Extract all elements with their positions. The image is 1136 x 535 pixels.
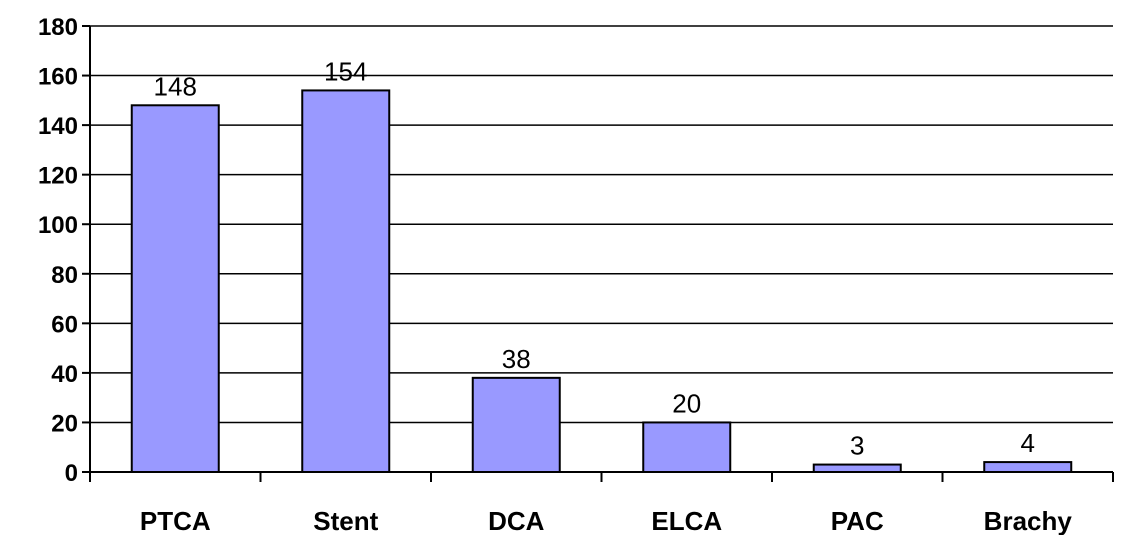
y-tick-label: 40 — [51, 361, 78, 388]
bar-elca — [642, 421, 732, 474]
y-tick-label: 80 — [51, 262, 78, 289]
bars — [130, 89, 1073, 474]
y-tick-label: 120 — [38, 163, 78, 190]
y-tick-label: 140 — [38, 113, 78, 140]
data-label: 20 — [672, 388, 701, 418]
x-tick-label: Stent — [313, 506, 378, 535]
bar-dca — [471, 376, 561, 474]
bar-stent — [301, 89, 391, 474]
y-tick-label: 180 — [38, 14, 78, 41]
x-tick-label: Brachy — [984, 506, 1073, 535]
labels: 0 20 40 60 80 100 120 140 160 180 148 PTCA 154 Stent 3… — [38, 14, 1072, 535]
y-tick-label: 60 — [51, 311, 78, 338]
data-label: 3 — [850, 431, 864, 461]
y-tick-label: 20 — [51, 410, 78, 437]
gridlines — [90, 25, 1113, 424]
y-tick-label: 160 — [38, 64, 78, 91]
data-label: 4 — [1021, 428, 1035, 458]
bar-ptca — [130, 104, 220, 474]
y-tick-label: 100 — [38, 212, 78, 239]
x-tick-label: PTCA — [140, 506, 211, 535]
data-label: 38 — [502, 344, 531, 374]
data-label: 148 — [154, 71, 197, 101]
bar-brachy — [983, 461, 1073, 474]
x-tick-label: PAC — [831, 506, 884, 535]
x-tick-label: DCA — [488, 506, 545, 535]
y-tick-label: 0 — [65, 460, 78, 487]
bar-pac — [812, 463, 902, 474]
x-tick-label: ELCA — [651, 506, 722, 535]
data-label: 154 — [324, 56, 367, 86]
axes — [82, 25, 1114, 482]
